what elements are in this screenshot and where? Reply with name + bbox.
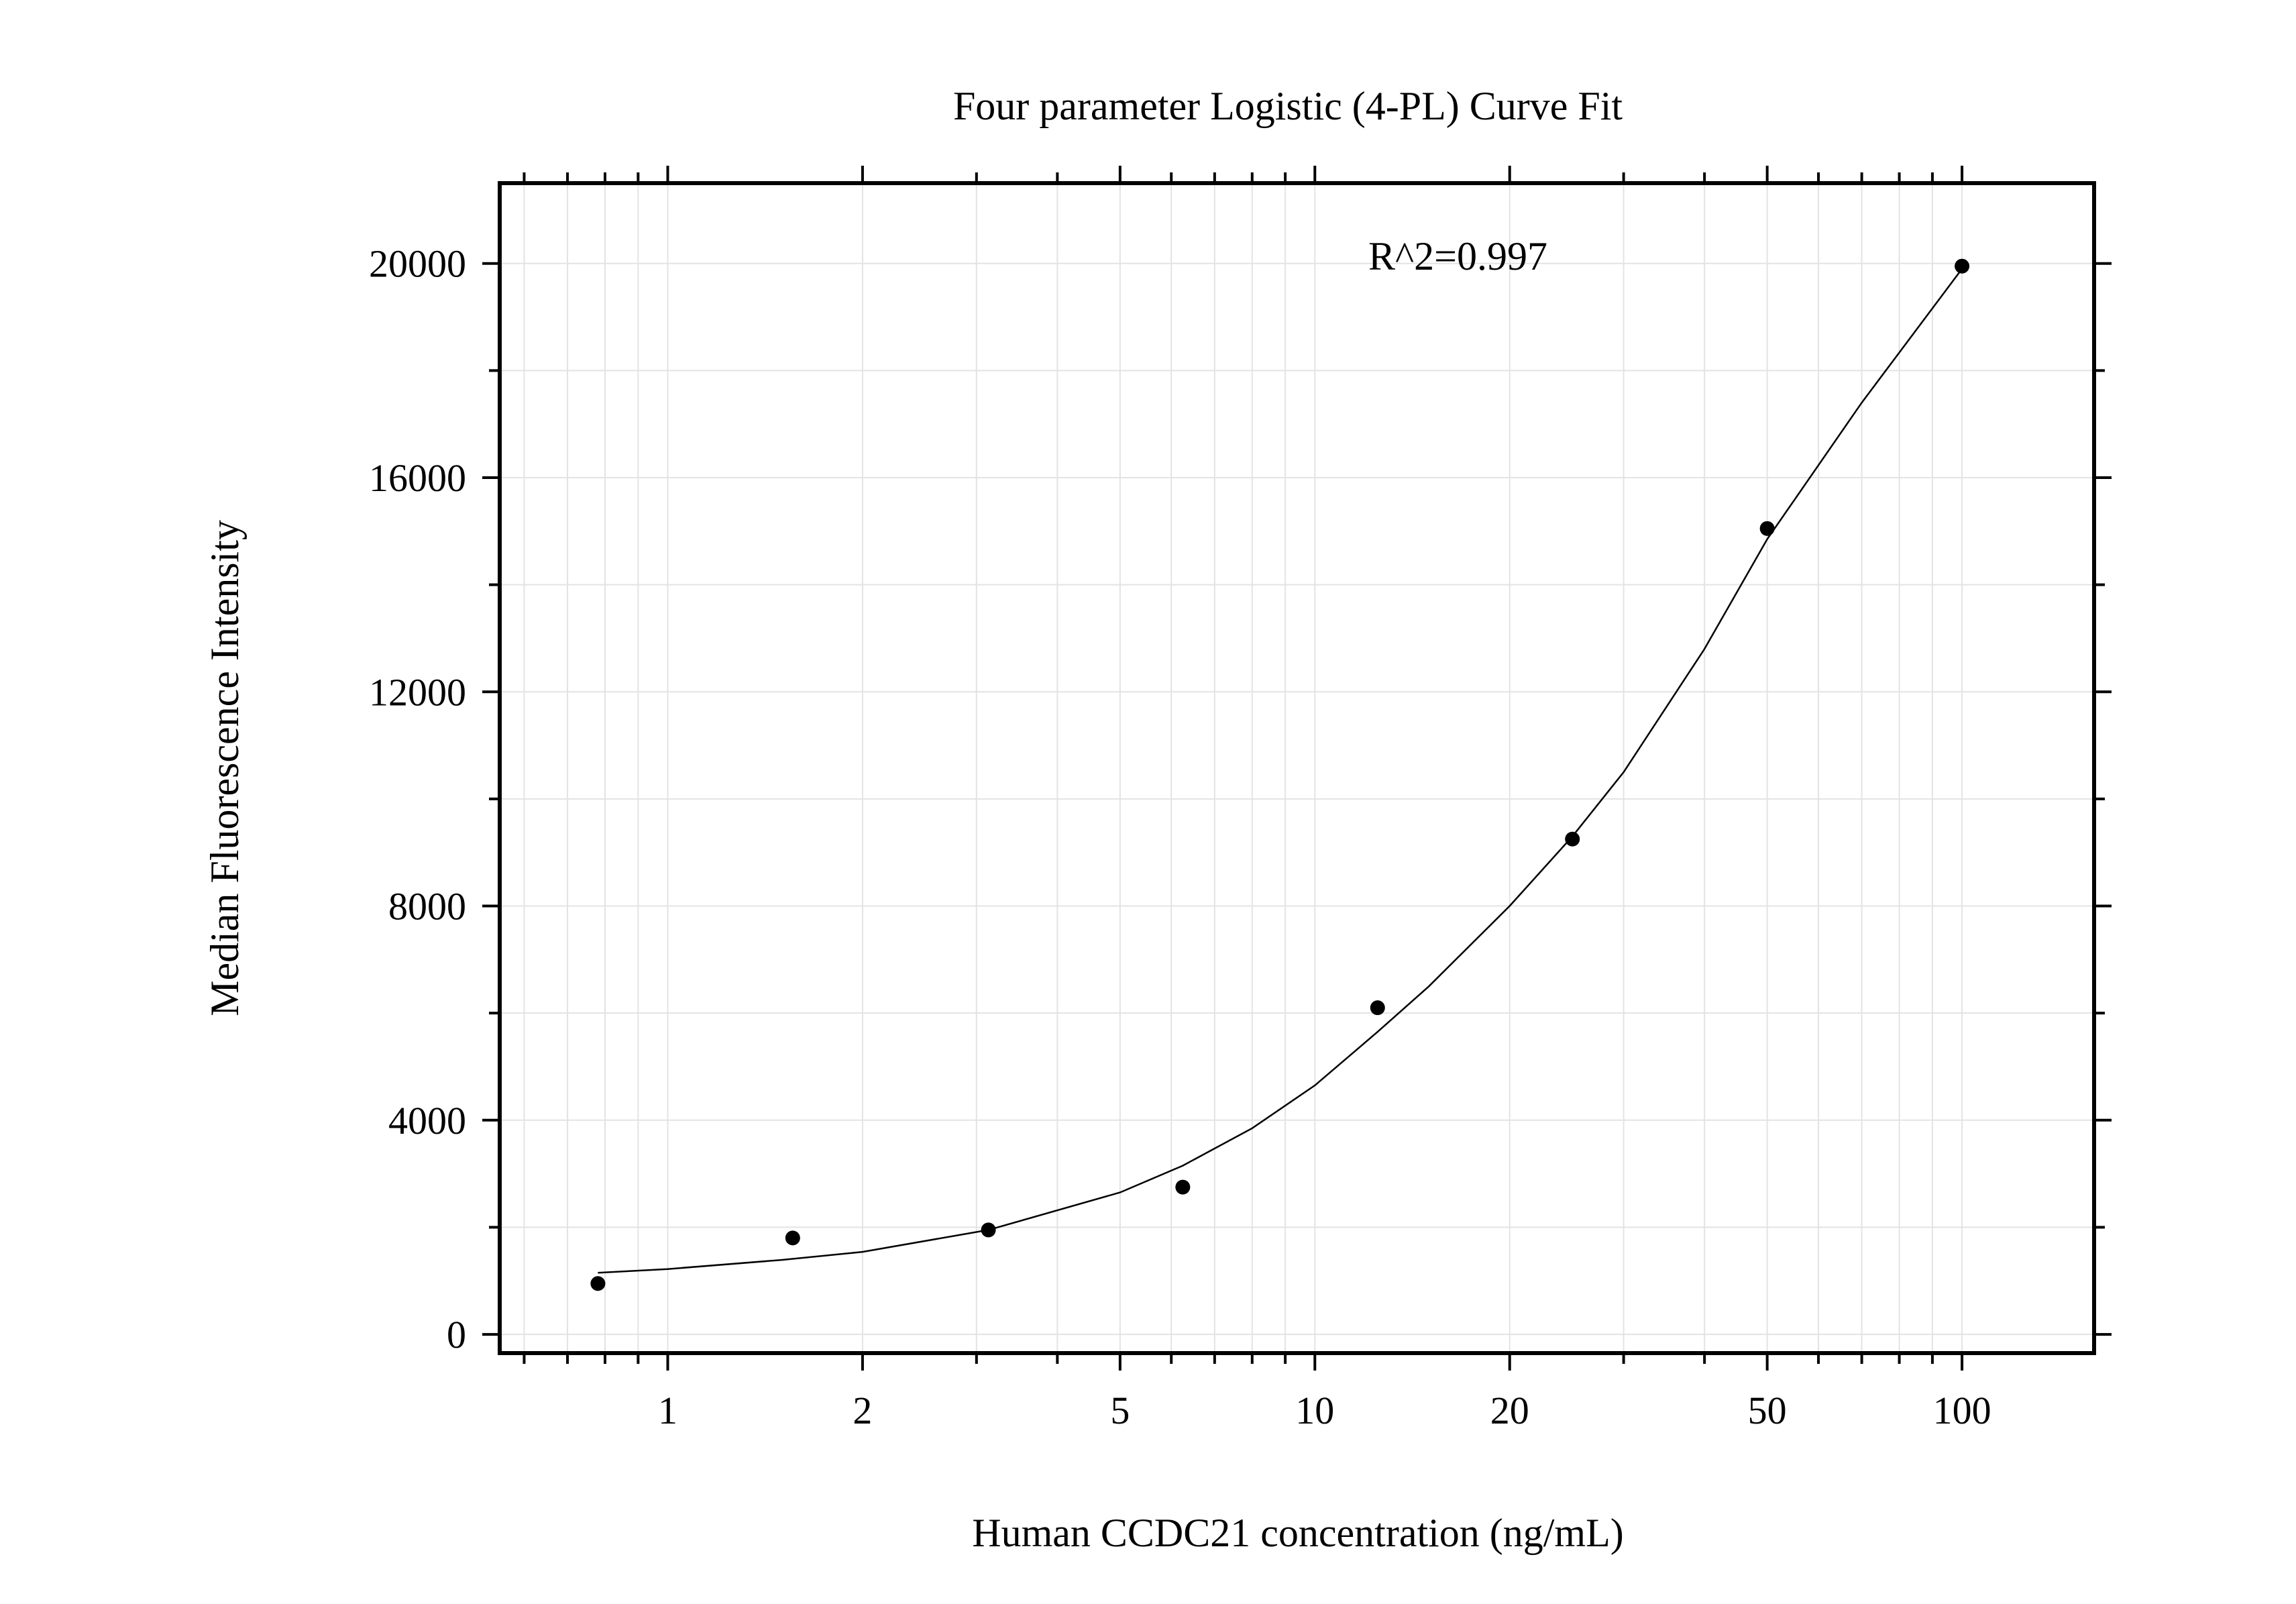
fit-curve-layer [598,268,1963,1274]
x-tick-label: 50 [1748,1389,1787,1432]
fit-curve [598,268,1963,1274]
x-tick-label: 100 [1933,1389,1991,1432]
y-tick-label: 20000 [369,242,466,286]
x-tick-label: 10 [1295,1389,1334,1432]
x-tick-label: 5 [1110,1389,1130,1432]
grid-layer [500,183,2094,1353]
tick-label-layer: 1 2 5 10 20 50 100 0 4000 8000 12000 16000 20000 [369,242,1991,1432]
plot-frame [498,181,2096,1355]
x-tick-label: 2 [853,1389,872,1432]
data-point [590,1276,606,1291]
y-tick-label: 4000 [388,1099,466,1142]
y-tick-label: 0 [447,1313,466,1356]
data-point [1370,1000,1385,1016]
tick-layer [482,166,2112,1371]
x-tick-label: 20 [1490,1389,1529,1432]
x-tick-label: 1 [658,1389,677,1432]
y-tick-label: 8000 [388,885,466,928]
y-tick-label: 16000 [369,456,466,500]
chart-title: Four parameter Logistic (4-PL) Curve Fit [953,84,1623,128]
y-axis-title: Median Fluorescence Intensity [203,520,247,1016]
data-point [1759,521,1775,536]
data-points-layer [590,258,1970,1291]
x-axis-title: Human CCDC21 concentration (ng/mL) [972,1511,1623,1555]
data-point [785,1230,800,1246]
data-point [1565,831,1580,847]
data-point [981,1222,996,1238]
data-point [1175,1179,1191,1195]
data-point [1955,258,1970,274]
r-squared-annotation: R^2=0.997 [1368,234,1547,278]
y-tick-label: 12000 [369,670,466,714]
